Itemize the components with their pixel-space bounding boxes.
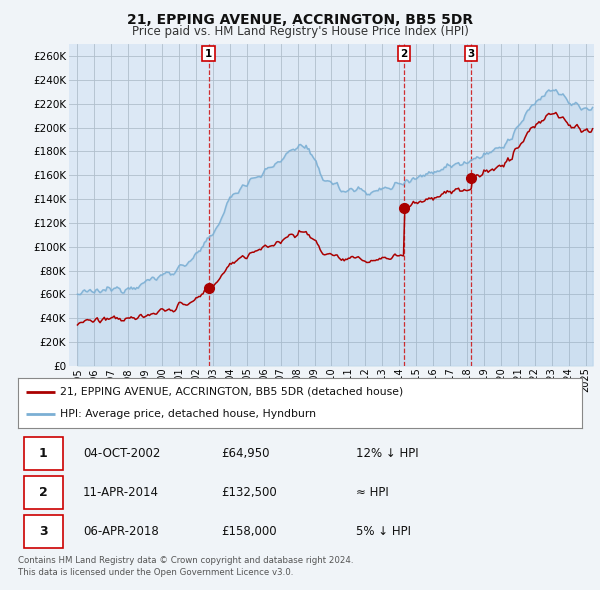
Text: 1: 1 xyxy=(39,447,48,460)
FancyBboxPatch shape xyxy=(23,515,63,548)
Text: 04-OCT-2002: 04-OCT-2002 xyxy=(83,447,160,460)
Text: HPI: Average price, detached house, Hyndburn: HPI: Average price, detached house, Hynd… xyxy=(60,409,316,419)
Text: 06-APR-2018: 06-APR-2018 xyxy=(83,525,158,538)
Text: 2: 2 xyxy=(400,49,407,59)
Text: ≈ HPI: ≈ HPI xyxy=(356,486,389,499)
FancyBboxPatch shape xyxy=(23,476,63,509)
Text: 2: 2 xyxy=(39,486,48,499)
Text: £158,000: £158,000 xyxy=(221,525,277,538)
Text: £132,500: £132,500 xyxy=(221,486,277,499)
Text: 12% ↓ HPI: 12% ↓ HPI xyxy=(356,447,419,460)
Text: 21, EPPING AVENUE, ACCRINGTON, BB5 5DR: 21, EPPING AVENUE, ACCRINGTON, BB5 5DR xyxy=(127,13,473,27)
Text: 5% ↓ HPI: 5% ↓ HPI xyxy=(356,525,412,538)
Text: Contains HM Land Registry data © Crown copyright and database right 2024.
This d: Contains HM Land Registry data © Crown c… xyxy=(18,556,353,576)
Text: £64,950: £64,950 xyxy=(221,447,269,460)
Text: 3: 3 xyxy=(39,525,47,538)
FancyBboxPatch shape xyxy=(23,437,63,470)
Text: 11-APR-2014: 11-APR-2014 xyxy=(83,486,159,499)
Text: 3: 3 xyxy=(467,49,475,59)
Text: Price paid vs. HM Land Registry's House Price Index (HPI): Price paid vs. HM Land Registry's House … xyxy=(131,25,469,38)
Text: 1: 1 xyxy=(205,49,212,59)
Text: 21, EPPING AVENUE, ACCRINGTON, BB5 5DR (detached house): 21, EPPING AVENUE, ACCRINGTON, BB5 5DR (… xyxy=(60,386,404,396)
